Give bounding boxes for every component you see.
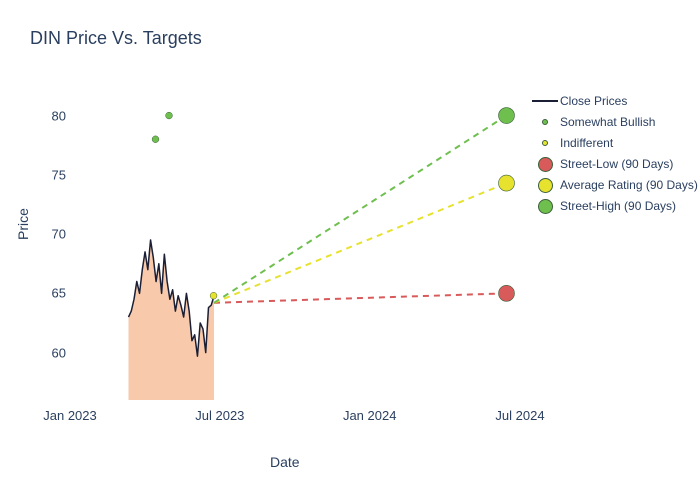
plot-area (70, 80, 520, 400)
target-marker-low (499, 285, 515, 301)
y-tick: 80 (42, 108, 66, 123)
legend-symbol (530, 199, 560, 214)
legend-item: Somewhat Bullish (530, 113, 698, 131)
legend-label: Street-High (90 Days) (560, 199, 676, 213)
y-tick: 65 (42, 286, 66, 301)
x-tick: Jul 2024 (495, 408, 544, 423)
target-line-high (214, 116, 507, 303)
legend-marker-icon (538, 199, 553, 214)
legend-item: Street-Low (90 Days) (530, 155, 698, 173)
legend-marker-icon (538, 178, 553, 193)
legend-symbol (530, 100, 560, 102)
legend-item: Street-High (90 Days) (530, 197, 698, 215)
legend-marker-icon (542, 140, 548, 146)
indifferent-point (210, 292, 217, 299)
legend-marker-icon (538, 157, 553, 172)
x-tick: Jul 2023 (195, 408, 244, 423)
legend-symbol (530, 119, 560, 125)
legend-label: Indifferent (560, 136, 613, 150)
legend-label: Street-Low (90 Days) (560, 157, 673, 171)
bullish-point (166, 112, 173, 119)
y-tick: 60 (42, 345, 66, 360)
legend: Close Prices Somewhat Bullish Indifferent S… (530, 92, 698, 218)
legend-marker-icon (542, 119, 548, 125)
close-price-area (129, 240, 215, 400)
legend-label: Average Rating (90 Days) (560, 178, 698, 192)
legend-item: Average Rating (90 Days) (530, 176, 698, 194)
target-marker-avg (499, 175, 515, 191)
x-tick: Jan 2023 (43, 408, 97, 423)
legend-item: Indifferent (530, 134, 698, 152)
y-tick: 75 (42, 167, 66, 182)
target-line-avg (214, 183, 507, 303)
legend-symbol (530, 140, 560, 146)
y-tick: 70 (42, 227, 66, 242)
price-target-chart: DIN Price Vs. Targets Price Date 60 65 70 7… (0, 0, 700, 500)
legend-item: Close Prices (530, 92, 698, 110)
target-marker-high (499, 108, 515, 124)
legend-label: Somewhat Bullish (560, 115, 655, 129)
chart-title: DIN Price Vs. Targets (30, 28, 202, 49)
target-line-low (214, 293, 507, 302)
legend-line-icon (532, 100, 558, 102)
plot-svg (70, 80, 520, 400)
x-tick: Jan 2024 (343, 408, 397, 423)
legend-label: Close Prices (560, 94, 627, 108)
legend-symbol (530, 157, 560, 172)
legend-symbol (530, 178, 560, 193)
bullish-point (152, 136, 159, 143)
x-axis-label: Date (270, 454, 300, 470)
y-axis-label: Price (15, 208, 31, 240)
